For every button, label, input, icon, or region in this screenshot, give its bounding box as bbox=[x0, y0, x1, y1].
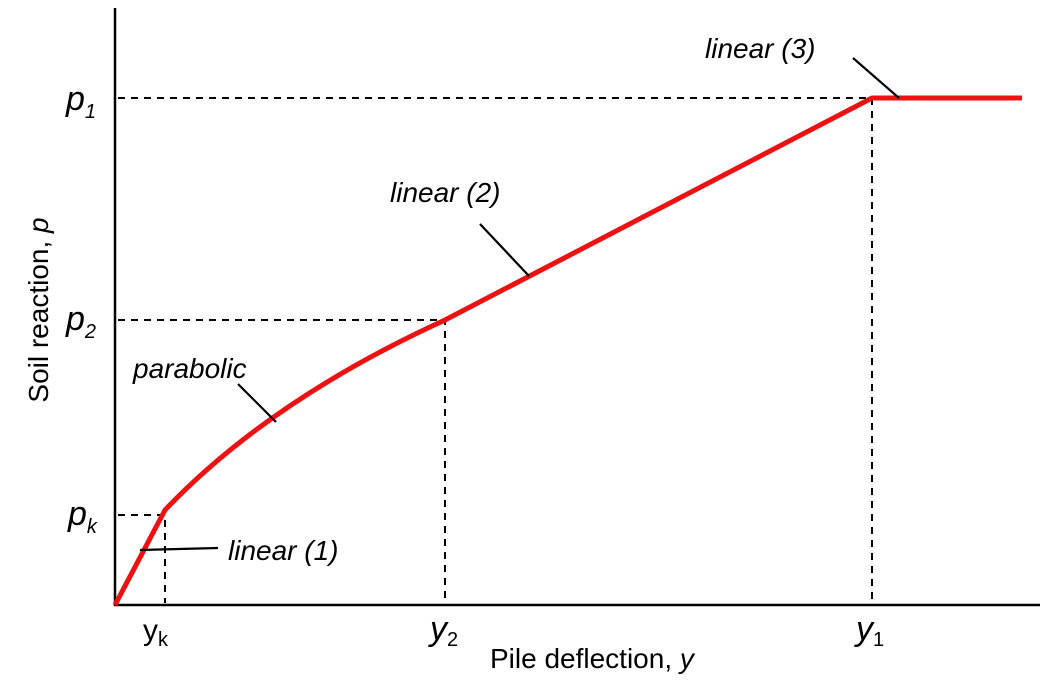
tick-subscript: 2 bbox=[447, 629, 458, 651]
tick-subscript: k bbox=[87, 516, 98, 538]
tick-subscript: k bbox=[158, 629, 169, 651]
tick-symbol: y bbox=[428, 610, 449, 648]
leader-linear-1 bbox=[139, 546, 219, 552]
guide-p1-y1 bbox=[118, 97, 873, 603]
p-y-curve bbox=[112, 95, 1022, 607]
guide-pk-yk bbox=[118, 514, 166, 603]
annotation: linear (3) bbox=[705, 33, 815, 64]
tick-symbol: p bbox=[67, 495, 87, 533]
x-tick-label: y1 bbox=[854, 610, 884, 651]
tick-symbol: p bbox=[65, 300, 85, 338]
y-axis-title: Soil reaction, p bbox=[23, 217, 54, 402]
y-tick-label: pk bbox=[67, 495, 98, 538]
annotation: linear (1) bbox=[228, 535, 338, 566]
axis-title-symbol: y bbox=[678, 643, 696, 674]
axis-title-text: Pile deflection, bbox=[490, 643, 680, 674]
y-tick-label: p2 bbox=[65, 300, 96, 343]
leader-linear-2 bbox=[479, 223, 530, 277]
annotation: linear (2) bbox=[390, 177, 500, 208]
tick-subscript: 1 bbox=[85, 101, 96, 123]
axis-title-text: Soil reaction, bbox=[23, 233, 54, 403]
x-tick-label: yk bbox=[143, 614, 169, 651]
tick-subscript: 2 bbox=[84, 321, 96, 343]
tick-symbol: p bbox=[65, 80, 85, 118]
x-tick-label: y2 bbox=[428, 610, 458, 651]
tick-symbol: y bbox=[854, 610, 875, 648]
tick-symbol: y bbox=[143, 614, 158, 647]
annotation: parabolic bbox=[132, 353, 247, 384]
leader-parabolic bbox=[237, 383, 277, 423]
x-axis-title: Pile deflection, y bbox=[490, 643, 696, 674]
axis-title-symbol: p bbox=[23, 217, 54, 234]
y-tick-label: p1 bbox=[65, 80, 96, 123]
leader-linear-3 bbox=[852, 57, 900, 99]
tick-subscript: 1 bbox=[873, 629, 884, 651]
